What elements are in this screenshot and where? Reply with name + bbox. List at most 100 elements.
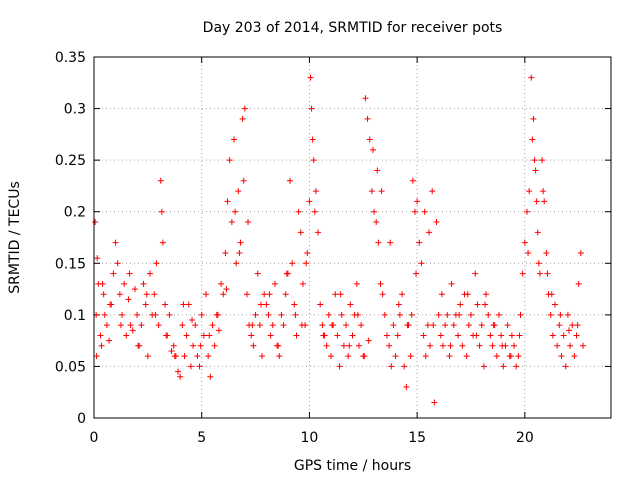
data-point bbox=[129, 327, 136, 334]
data-point bbox=[575, 280, 582, 287]
data-point bbox=[187, 363, 194, 370]
data-point bbox=[548, 291, 555, 298]
data-point bbox=[577, 249, 584, 256]
data-point bbox=[126, 270, 133, 277]
data-point bbox=[558, 353, 565, 360]
data-point bbox=[157, 177, 164, 184]
data-point bbox=[245, 219, 252, 226]
data-point bbox=[425, 229, 432, 236]
plot-frame bbox=[93, 56, 612, 419]
data-point bbox=[478, 322, 485, 329]
data-point bbox=[275, 342, 282, 349]
data-point bbox=[92, 219, 99, 226]
data-point bbox=[530, 115, 537, 122]
data-point bbox=[309, 136, 316, 143]
data-point bbox=[388, 363, 395, 370]
data-point bbox=[526, 188, 533, 195]
data-point bbox=[107, 301, 114, 308]
data-point bbox=[421, 208, 428, 215]
data-point bbox=[525, 249, 532, 256]
data-point bbox=[98, 342, 105, 349]
data-point bbox=[364, 115, 371, 122]
data-point bbox=[256, 322, 263, 329]
data-point bbox=[345, 353, 352, 360]
data-point bbox=[97, 332, 104, 339]
data-point bbox=[215, 327, 222, 334]
data-point bbox=[346, 342, 353, 349]
data-point bbox=[463, 353, 470, 360]
data-point bbox=[511, 342, 518, 349]
grid-lines bbox=[94, 57, 611, 418]
data-point bbox=[395, 301, 402, 308]
data-point bbox=[103, 322, 110, 329]
data-point bbox=[320, 332, 327, 339]
data-point bbox=[431, 399, 438, 406]
data-point bbox=[551, 301, 558, 308]
data-point bbox=[278, 311, 285, 318]
data-point bbox=[361, 353, 368, 360]
data-point bbox=[473, 332, 480, 339]
data-point bbox=[500, 363, 507, 370]
data-point bbox=[308, 105, 315, 112]
data-point bbox=[544, 270, 551, 277]
data-point bbox=[507, 353, 514, 360]
x-tick-label: 5 bbox=[197, 430, 206, 446]
data-point bbox=[243, 291, 250, 298]
data-point bbox=[232, 208, 239, 215]
data-point bbox=[513, 363, 520, 370]
data-point bbox=[207, 373, 214, 380]
data-point bbox=[378, 188, 385, 195]
data-point bbox=[307, 74, 314, 81]
data-point bbox=[543, 249, 550, 256]
data-point bbox=[295, 208, 302, 215]
data-point bbox=[163, 332, 170, 339]
data-point bbox=[369, 146, 376, 153]
data-point bbox=[567, 342, 574, 349]
data-point bbox=[252, 311, 259, 318]
data-point bbox=[218, 280, 225, 287]
data-point bbox=[110, 270, 117, 277]
data-point bbox=[535, 260, 542, 267]
data-point bbox=[121, 280, 128, 287]
data-point bbox=[498, 332, 505, 339]
data-point bbox=[349, 332, 356, 339]
y-tick-label: 0 bbox=[77, 411, 86, 427]
data-point bbox=[197, 342, 204, 349]
data-point bbox=[439, 342, 446, 349]
data-point bbox=[447, 342, 454, 349]
data-point bbox=[181, 353, 188, 360]
data-point bbox=[94, 255, 101, 262]
data-point bbox=[117, 322, 124, 329]
y-tick-label: 0.3 bbox=[64, 102, 86, 118]
data-point bbox=[515, 353, 522, 360]
data-point bbox=[168, 347, 175, 354]
data-point bbox=[532, 167, 539, 174]
y-tick-label: 0.25 bbox=[55, 153, 86, 169]
data-point bbox=[396, 311, 403, 318]
data-point bbox=[123, 332, 130, 339]
data-point bbox=[179, 322, 186, 329]
data-point bbox=[414, 198, 421, 205]
data-point bbox=[155, 322, 162, 329]
data-point bbox=[516, 332, 523, 339]
data-point bbox=[574, 322, 581, 329]
data-point bbox=[379, 291, 386, 298]
data-point bbox=[297, 229, 304, 236]
data-point bbox=[483, 291, 490, 298]
data-point bbox=[476, 342, 483, 349]
data-point bbox=[127, 322, 134, 329]
data-point bbox=[158, 208, 165, 215]
data-point bbox=[211, 342, 218, 349]
data-point bbox=[392, 353, 399, 360]
data-point bbox=[540, 188, 547, 195]
data-point bbox=[457, 301, 464, 308]
data-points bbox=[92, 74, 586, 406]
data-point bbox=[366, 136, 373, 143]
data-point bbox=[334, 332, 341, 339]
data-point bbox=[390, 322, 397, 329]
data-point bbox=[240, 177, 247, 184]
data-point bbox=[529, 136, 536, 143]
data-point bbox=[299, 280, 306, 287]
data-point bbox=[152, 311, 159, 318]
